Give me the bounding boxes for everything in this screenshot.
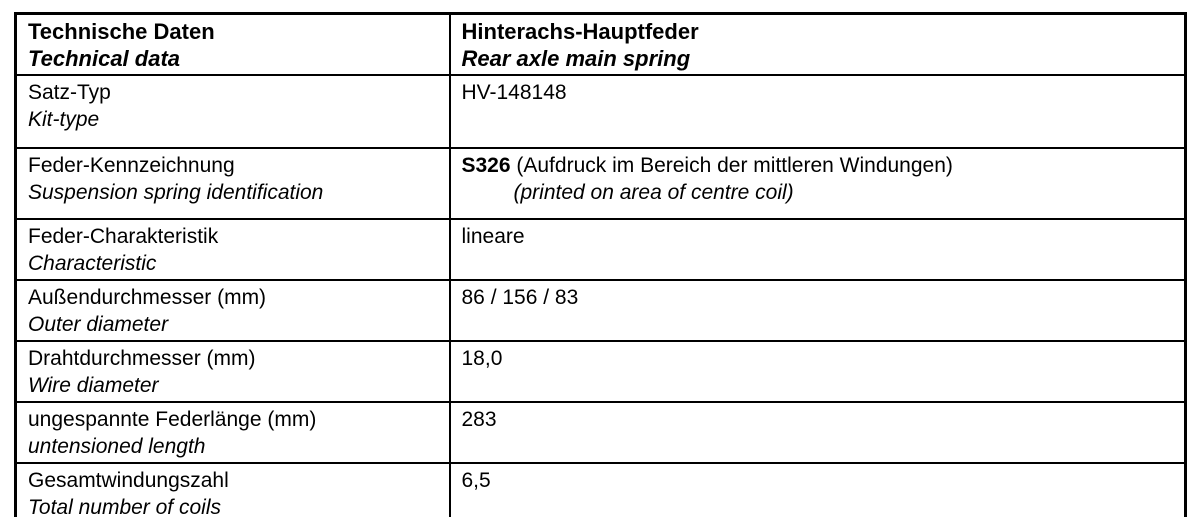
- header-title-de: Technische Daten: [28, 19, 215, 44]
- label-cell-spring-identification: Feder-Kennzeichnung Suspension spring id…: [14, 147, 451, 220]
- value-cell-outer-diameter: 86 / 156 / 83: [448, 279, 1187, 342]
- value-cell-kit-type: HV-148148: [448, 74, 1187, 149]
- table-row-outer-diameter: Außendurchmesser (mm) Outer diameter 86 …: [14, 279, 1187, 342]
- row-value: lineare: [461, 225, 525, 248]
- value-cell-spring-identification: S326 (Aufdruck im Bereich der mittleren …: [448, 147, 1187, 220]
- row-value: HV-148148: [461, 81, 567, 104]
- row-label-de: Gesamtwindungszahl: [28, 469, 229, 492]
- row-label-en: Kit-type: [28, 108, 100, 131]
- component-title-de: Hinterachs-Hauptfeder: [461, 19, 699, 44]
- technical-data-table: Technische Daten Technical data Hinterac…: [14, 12, 1187, 517]
- row-value: 6,5: [461, 469, 491, 492]
- value-cell-characteristic: lineare: [448, 218, 1187, 281]
- spring-id-note-en: (printed on area of centre coil): [513, 181, 794, 204]
- row-label-en: Total number of coils: [28, 496, 221, 517]
- table-row-characteristic: Feder-Charakteristik Characteristic line…: [14, 218, 1187, 281]
- label-cell-wire-diameter: Drahtdurchmesser (mm) Wire diameter: [14, 340, 451, 403]
- component-title-en: Rear axle main spring: [461, 46, 691, 71]
- row-value: S326 (Aufdruck im Bereich der mittleren …: [462, 152, 1175, 179]
- table-row-spring-identification: Feder-Kennzeichnung Suspension spring id…: [14, 147, 1187, 220]
- spring-id-description: (Aufdruck im Bereich der mittleren Windu…: [510, 154, 953, 177]
- row-label-en: Wire diameter: [28, 374, 159, 397]
- row-value: 283: [461, 408, 497, 431]
- header-cell-technical-data: Technische Daten Technical data: [14, 12, 451, 76]
- row-label-de: ungespannte Federlänge (mm): [28, 408, 317, 431]
- header-cell-component: Hinterachs-Hauptfeder Rear axle main spr…: [448, 12, 1187, 76]
- table-row-kit-type: Satz-Typ Kit-type HV-148148: [14, 74, 1187, 149]
- table-row-wire-diameter: Drahtdurchmesser (mm) Wire diameter 18,0: [14, 340, 1187, 403]
- value-cell-total-coils: 6,5: [448, 462, 1187, 517]
- label-cell-total-coils: Gesamtwindungszahl Total number of coils: [14, 462, 451, 517]
- row-value: 18,0: [461, 347, 503, 370]
- label-cell-untensioned-length: ungespannte Federlänge (mm) untensioned …: [14, 401, 451, 464]
- row-label-en: untensioned length: [28, 435, 206, 458]
- value-cell-untensioned-length: 283: [448, 401, 1187, 464]
- table-header-row: Technische Daten Technical data Hinterac…: [14, 12, 1187, 76]
- value-cell-wire-diameter: 18,0: [448, 340, 1187, 403]
- row-label-en: Outer diameter: [28, 313, 169, 336]
- row-label-de: Außendurchmesser (mm): [28, 286, 267, 309]
- table-row-untensioned-length: ungespannte Federlänge (mm) untensioned …: [14, 401, 1187, 464]
- row-label-de: Feder-Charakteristik: [28, 225, 219, 248]
- row-label-en: Suspension spring identification: [28, 181, 324, 204]
- row-label-de: Drahtdurchmesser (mm): [28, 347, 256, 370]
- row-label-en: Characteristic: [28, 252, 157, 275]
- row-label-de: Satz-Typ: [28, 81, 111, 104]
- header-title-en: Technical data: [28, 46, 181, 71]
- table-row-total-coils: Gesamtwindungszahl Total number of coils…: [14, 462, 1187, 517]
- row-label-de: Feder-Kennzeichnung: [28, 154, 235, 177]
- label-cell-outer-diameter: Außendurchmesser (mm) Outer diameter: [14, 279, 451, 342]
- spring-id-code: S326: [461, 154, 511, 177]
- label-cell-characteristic: Feder-Charakteristik Characteristic: [14, 218, 451, 281]
- label-cell-kit-type: Satz-Typ Kit-type: [14, 74, 451, 149]
- row-value: 86 / 156 / 83: [461, 286, 579, 309]
